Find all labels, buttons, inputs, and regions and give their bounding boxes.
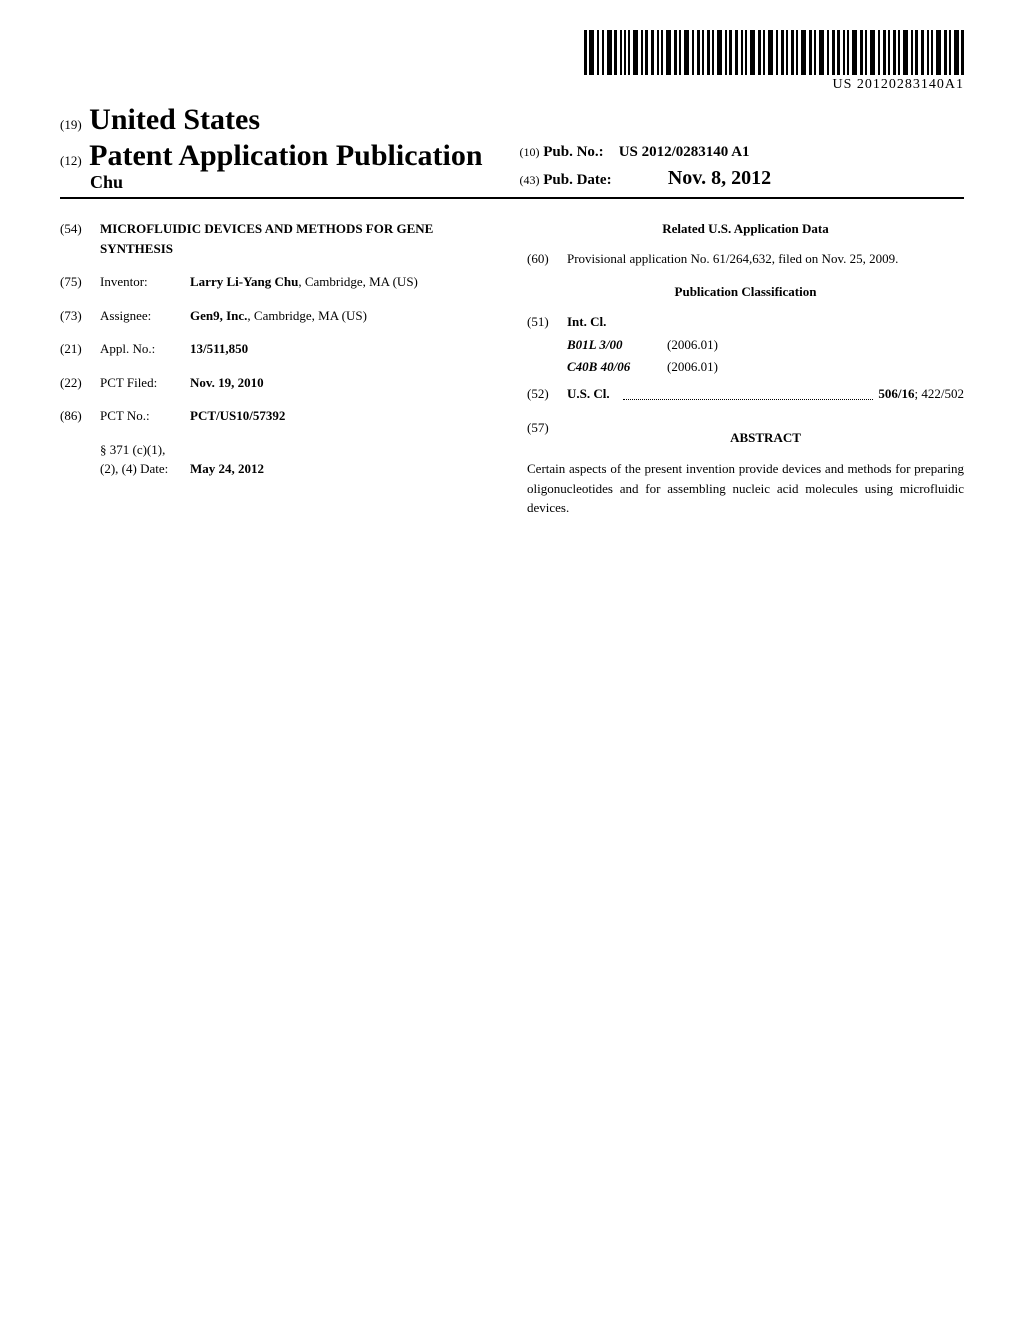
- barcode-text: US 20120283140A1: [584, 77, 964, 93]
- int-cl-item-0: B01L 3/00 (2006.01): [527, 335, 964, 355]
- classification-heading: Publication Classification: [527, 282, 964, 302]
- us-cl-bold: 506/16: [878, 386, 914, 401]
- pub-title-prefix: (12): [60, 153, 82, 168]
- provisional-row: (60) Provisional application No. 61/264,…: [527, 249, 964, 269]
- pub-title-text: Patent Application Publication: [89, 139, 482, 172]
- int-cl-label: Int. Cl.: [567, 312, 964, 332]
- int-cl-code-1: C40B 40/06: [567, 357, 667, 377]
- s371-date-label: (2), (4) Date:: [100, 459, 190, 479]
- inventor-label: Inventor:: [100, 272, 190, 292]
- int-cl-date-1: (2006.01): [667, 357, 964, 377]
- author-line: Chu: [60, 172, 505, 193]
- abstract-code: (57): [527, 418, 567, 456]
- us-cl-dots: [623, 384, 874, 400]
- int-cl-date-0: (2006.01): [667, 335, 964, 355]
- provisional-text: Provisional application No. 61/264,632, …: [567, 249, 964, 269]
- appl-no-code: (21): [60, 339, 100, 359]
- title-field-row: (54) MICROFLUIDIC DEVICES AND METHODS FO…: [60, 219, 497, 258]
- pub-no-label: Pub. No.:: [543, 144, 603, 160]
- provisional-code: (60): [527, 249, 567, 269]
- int-cl-code-0: B01L 3/00: [567, 335, 667, 355]
- country-name: United States: [89, 103, 260, 136]
- us-cl-value: 506/16; 422/502: [878, 384, 964, 404]
- appl-no-value: 13/511,850: [190, 339, 497, 359]
- pub-date-line: (43) Pub. Date: Nov. 8, 2012: [520, 163, 965, 193]
- inventor-location: , Cambridge, MA (US): [298, 274, 418, 289]
- left-column: (54) MICROFLUIDIC DEVICES AND METHODS FO…: [60, 219, 497, 518]
- country-prefix: (19): [60, 117, 82, 132]
- pct-no-value: PCT/US10/57392: [190, 406, 497, 426]
- right-column: Related U.S. Application Data (60) Provi…: [527, 219, 964, 518]
- inventor-name: Larry Li-Yang Chu: [190, 274, 298, 289]
- s371-date-value: May 24, 2012: [190, 459, 497, 479]
- abstract-text: Certain aspects of the present invention…: [527, 459, 964, 518]
- pct-filed-label: PCT Filed:: [100, 373, 190, 393]
- pct-filed-row: (22) PCT Filed: Nov. 19, 2010: [60, 373, 497, 393]
- pct-no-row: (86) PCT No.: PCT/US10/57392: [60, 406, 497, 426]
- pct-no-label: PCT No.:: [100, 406, 190, 426]
- pub-no-value: US 2012/0283140 A1: [619, 144, 750, 160]
- pub-date-label: Pub. Date:: [543, 172, 611, 188]
- pct-no-code: (86): [60, 406, 100, 426]
- pub-date-prefix: (43): [520, 173, 540, 187]
- abstract-heading: ABSTRACT: [567, 428, 964, 448]
- assignee-location: , Cambridge, MA (US): [247, 308, 367, 323]
- assignee-name: Gen9, Inc.: [190, 308, 247, 323]
- publication-title-line: (12) Patent Application Publication: [60, 139, 505, 172]
- content-columns: (54) MICROFLUIDIC DEVICES AND METHODS FO…: [60, 219, 964, 518]
- int-cl-item-1: C40B 40/06 (2006.01): [527, 357, 964, 377]
- country-line: (19) United States: [60, 103, 505, 137]
- header-row: (19) United States (12) Patent Applicati…: [60, 103, 964, 199]
- us-cl-row: (52) U.S. Cl. 506/16; 422/502: [527, 384, 964, 404]
- s371-label: § 371 (c)(1),: [100, 440, 497, 460]
- us-cl-code: (52): [527, 384, 567, 404]
- s371-date-row: (2), (4) Date: May 24, 2012: [100, 459, 497, 479]
- us-cl-content: U.S. Cl. 506/16; 422/502: [567, 384, 964, 404]
- pub-date-value: Nov. 8, 2012: [668, 167, 771, 189]
- int-cl-code: (51): [527, 312, 567, 332]
- assignee-value: Gen9, Inc., Cambridge, MA (US): [190, 306, 497, 326]
- pct-filed-value: Nov. 19, 2010: [190, 373, 497, 393]
- inventor-value: Larry Li-Yang Chu, Cambridge, MA (US): [190, 272, 497, 292]
- us-cl-label: U.S. Cl.: [567, 384, 610, 404]
- assignee-label: Assignee:: [100, 306, 190, 326]
- header-left: (19) United States (12) Patent Applicati…: [60, 103, 505, 193]
- pub-no-line: (10) Pub. No.: US 2012/0283140 A1: [520, 141, 965, 164]
- appl-no-label: Appl. No.:: [100, 339, 190, 359]
- barcode-section: US 20120283140A1: [60, 30, 964, 93]
- int-cl-row: (51) Int. Cl.: [527, 312, 964, 332]
- abstract-heading-row: (57) ABSTRACT: [527, 418, 964, 456]
- barcode-graphic: US 20120283140A1: [584, 30, 964, 93]
- header-right: (10) Pub. No.: US 2012/0283140 A1 (43) P…: [505, 141, 965, 194]
- invention-title: MICROFLUIDIC DEVICES AND METHODS FOR GEN…: [100, 219, 497, 258]
- title-code: (54): [60, 219, 100, 258]
- us-cl-rest: ; 422/502: [915, 386, 964, 401]
- inventor-code: (75): [60, 272, 100, 292]
- related-heading: Related U.S. Application Data: [527, 219, 964, 239]
- appl-no-row: (21) Appl. No.: 13/511,850: [60, 339, 497, 359]
- pct-filed-code: (22): [60, 373, 100, 393]
- pub-no-prefix: (10): [520, 145, 540, 159]
- assignee-code: (73): [60, 306, 100, 326]
- inventor-row: (75) Inventor: Larry Li-Yang Chu, Cambri…: [60, 272, 497, 292]
- assignee-row: (73) Assignee: Gen9, Inc., Cambridge, MA…: [60, 306, 497, 326]
- s371-section: § 371 (c)(1), (2), (4) Date: May 24, 201…: [60, 440, 497, 479]
